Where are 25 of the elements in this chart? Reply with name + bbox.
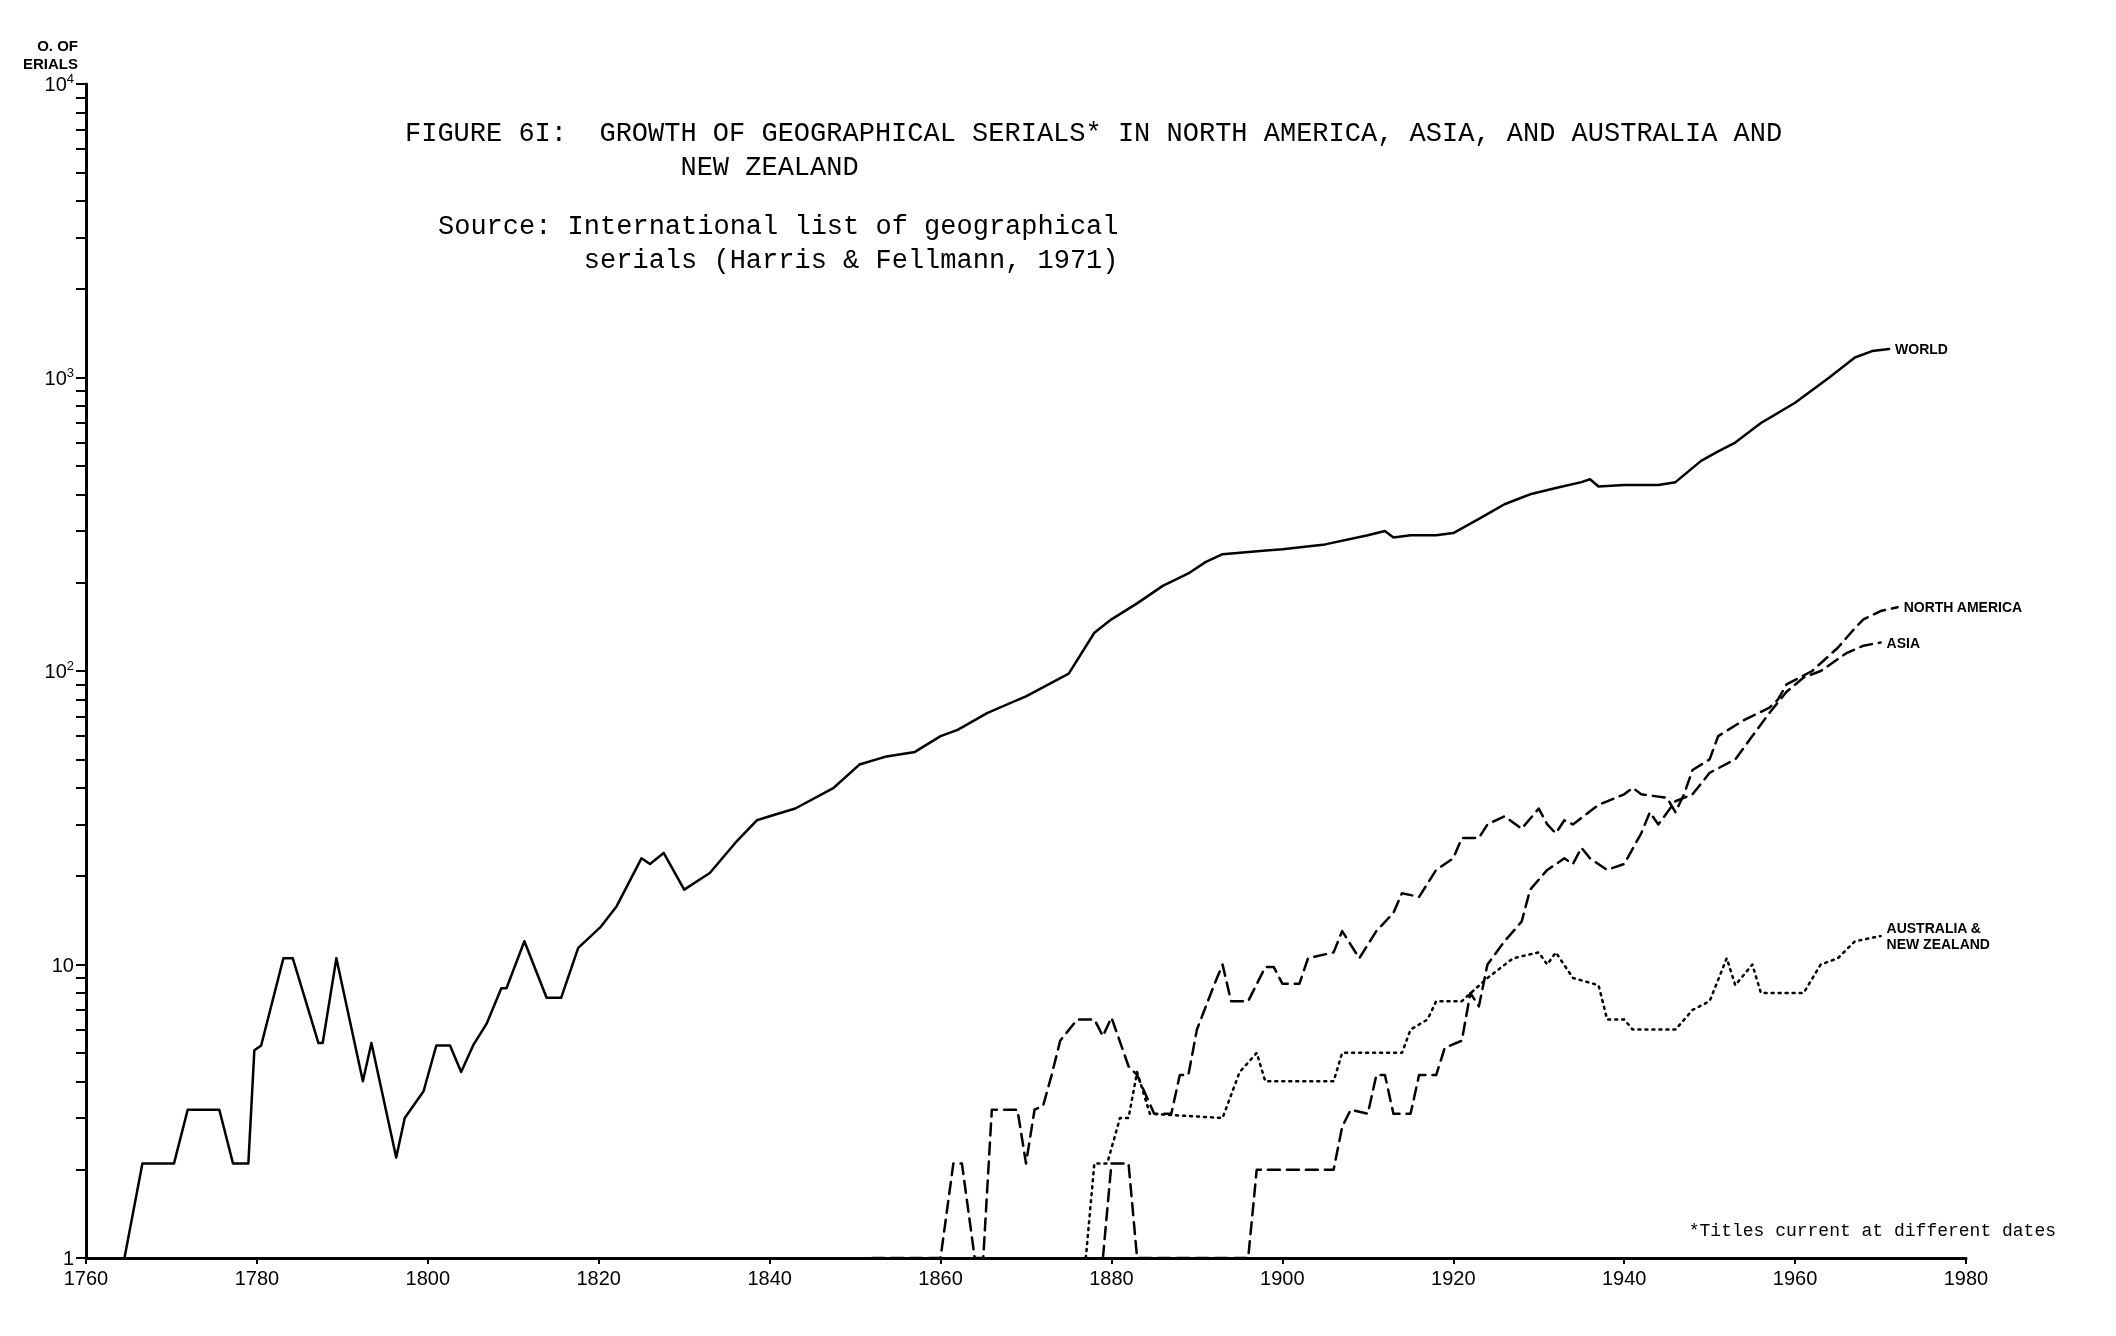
x-tick-label: 1820 [576, 1267, 621, 1289]
series-label: WORLD [1895, 341, 1948, 358]
series-label: NORTH AMERICA [1903, 599, 2023, 616]
x-tick-label: 1780 [234, 1267, 280, 1289]
x-tick-label: 1840 [747, 1267, 792, 1289]
x-tick-label: 1960 [1772, 1267, 1818, 1289]
annotation: *Titles current at different dates [1688, 1221, 2057, 1241]
x-tick-label: 1980 [1943, 1267, 1989, 1289]
x-tick-label: 1900 [1260, 1267, 1305, 1289]
y-axis-title: O. OF ERIALS [22, 36, 78, 72]
y-tick-label: 1 [62, 1247, 74, 1269]
x-tick-label: 1860 [918, 1267, 963, 1289]
series-label: ASIA [1886, 634, 1920, 651]
y-tick-label: 10$^{3}$ [44, 364, 74, 389]
annotation: Source: International list of geographical serials (Harris & Fellmann, 1971) [438, 212, 1119, 276]
x-tick-label: 1880 [1089, 1267, 1134, 1289]
x-tick-label: 1760 [63, 1267, 109, 1289]
x-tick-label: 1920 [1431, 1267, 1476, 1289]
x-tick-label: 1940 [1601, 1267, 1647, 1289]
text: FIGURE 6I: GROWTH OF GEOGRAPHICAL SERIALS* IN NORTH AMERICA, ASIA, AND AUSTRALIA AND NEW ZEALAND [405, 119, 1783, 183]
y-tick-label: 10 [51, 953, 74, 976]
x-tick-label: 1800 [405, 1267, 451, 1289]
series-label: AUSTRALIA & NEW ZEALAND [1886, 920, 1990, 953]
y-tick-label: 10$^{2}$ [44, 658, 74, 682]
y-tick-label: 10$^{4}$ [44, 71, 74, 95]
